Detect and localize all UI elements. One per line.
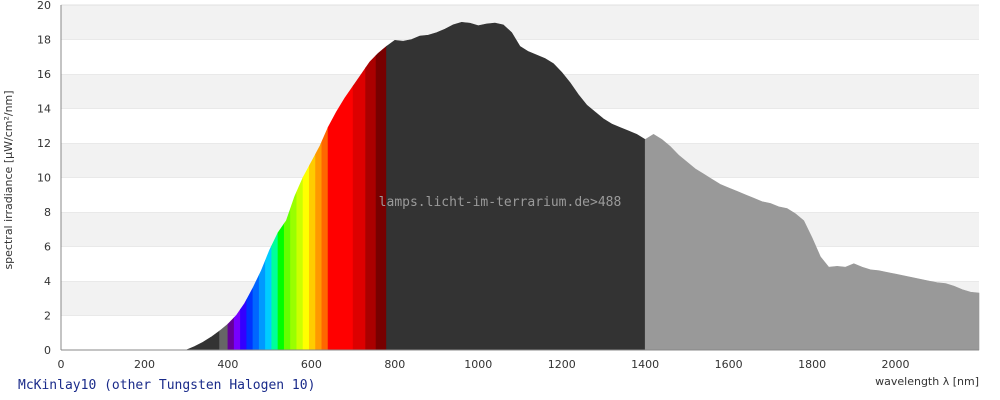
x-tick-label: 1200	[548, 358, 576, 371]
x-tick-label: 800	[384, 358, 405, 371]
y-tick-label: 16	[37, 68, 51, 81]
grid-band	[61, 5, 979, 40]
y-tick-label: 2	[44, 310, 51, 323]
axes	[60, 5, 979, 351]
x-tick-labels: 0 200 400 600 800 1000 1200 1400 1600 1800 2000	[58, 358, 910, 371]
spectrum-band-10	[277, 222, 285, 351]
x-tick-label: 600	[301, 358, 322, 371]
x-axis-label: wavelength λ [nm]	[875, 375, 979, 388]
y-tick-label: 14	[37, 103, 51, 116]
spectrum-band-9	[271, 232, 279, 351]
y-tick-labels: 0 2 4 6 8 10 12 14 16 18 20	[37, 0, 51, 357]
spectrum-band-12	[290, 191, 298, 351]
x-tick-label: 200	[134, 358, 155, 371]
spectrum-band-17	[321, 127, 329, 351]
y-tick-label: 18	[37, 34, 51, 47]
x-tick-label: 1000	[464, 358, 492, 371]
x-tick-label: 0	[58, 358, 65, 371]
y-tick-label: 0	[44, 344, 51, 357]
spectrum-band-5	[246, 287, 254, 351]
y-tick-label: 4	[44, 275, 51, 288]
ir-a-area	[386, 21, 646, 351]
watermark-text: lamps.licht-im-terrarium.de>488	[379, 195, 622, 210]
spectrum-band-15	[308, 154, 316, 351]
spectrum-band-16	[315, 141, 323, 351]
spectrum-band-13	[296, 177, 304, 351]
y-tick-label: 20	[37, 0, 51, 12]
y-tick-label: 8	[44, 206, 51, 219]
spectrum-band-19	[352, 66, 366, 351]
x-tick-label: 1800	[798, 358, 826, 371]
x-tick-label: 1600	[715, 358, 743, 371]
x-tick-label: 2000	[882, 358, 910, 371]
chart-caption: McKinlay10 (other Tungsten Halogen 10)	[18, 378, 315, 393]
spectrum-band-14	[302, 165, 310, 351]
spectrum-fills	[186, 21, 980, 351]
spectrum-band-7	[258, 260, 266, 351]
y-tick-label: 6	[44, 241, 51, 254]
x-tick-label: 1400	[631, 358, 659, 371]
x-tick-label: 400	[217, 358, 238, 371]
spectrum-band-6	[252, 274, 260, 351]
spectrum-band-8	[265, 245, 273, 351]
y-tick-label: 12	[37, 137, 51, 150]
spectrum-band-18	[327, 85, 354, 351]
spectrum-band-20	[365, 54, 377, 351]
y-axis-label: spectral irradiance [µW/cm²/nm]	[2, 90, 15, 269]
ir-b-area	[644, 134, 980, 351]
spectrum-band-11	[283, 208, 291, 351]
y-tick-label: 10	[37, 172, 51, 185]
